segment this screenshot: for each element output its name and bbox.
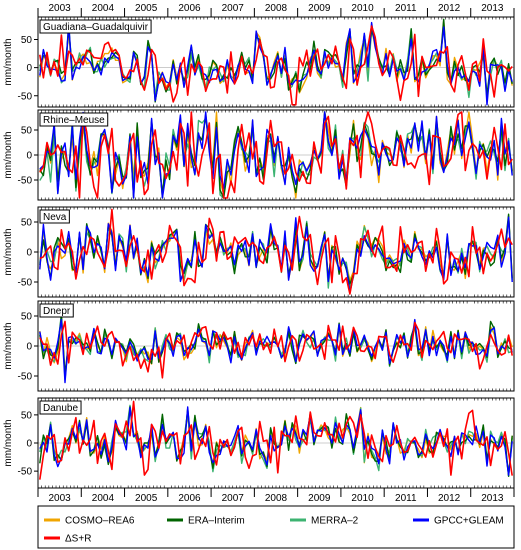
basin-label: Dnepr [43,306,71,317]
year-label: 2005 [135,493,158,504]
year-label: 2006 [178,493,201,504]
series-line-cosmo-rea6 [39,19,513,103]
year-label: 2007 [222,493,245,504]
year-label: 2004 [92,493,115,504]
y-tick-label: 0 [26,248,32,259]
year-label: 2007 [222,3,245,14]
basin-label-box [39,112,109,127]
basin-label-box [39,400,82,415]
legend-box [37,505,515,549]
year-label: 2004 [92,3,115,14]
year-label: 2013 [481,3,504,14]
y-tick-label: 50 [21,312,33,323]
y-axis-label: mm/month [3,322,14,369]
year-label: 2011 [395,493,417,504]
series-line--s-r [39,111,513,199]
legend-label-dsr: ΔS+R [65,534,91,545]
legend-label-merra: MERRA–2 [311,516,359,527]
year-label: 2011 [395,3,417,14]
year-label: 2012 [438,493,461,504]
year-label: 2010 [351,493,374,504]
series-line--s-r [39,25,513,106]
y-tick-label: 50 [21,126,33,137]
year-label: 2008 [265,3,288,14]
year-label: 2006 [178,3,201,14]
year-label: 2013 [481,493,504,504]
year-label: 2003 [49,3,72,14]
series-line--s-r [39,400,513,480]
y-tick-label: -50 [18,467,33,478]
y-tick-label: -50 [18,372,33,383]
y-tick-label: 50 [21,410,33,421]
y-axis-label: mm/month [3,38,14,85]
top-year-axis: 2003 2004 2005 2006 2007 2008 2009 2010 2011 2012… [37,3,515,17]
series-line-era-interim [39,314,513,375]
y-tick-label: 0 [26,342,32,353]
panels: -50 0 50 mm/month Guadiana–Guadalquivir -50 0 5… [3,16,515,489]
year-label: 2010 [351,3,374,14]
legend: COSMO–REA6 ERA–Interim MERRA–2 GPCC+GLEAM ΔS… [37,505,515,549]
basin-label: Danube [43,403,78,414]
series-line--s-r [39,208,513,295]
basin-label-box [39,19,152,34]
panel-4: -50 0 50 mm/month Danube [3,397,515,489]
year-label: 2005 [135,3,158,14]
series-line-gpcc-gleam [39,21,513,106]
year-label: 2003 [49,493,72,504]
basin-label: Rhine–Meuse [43,115,105,126]
basin-label-box [39,303,74,318]
series-line-gpcc-gleam [39,318,513,384]
year-label: 2009 [308,3,331,14]
panel-0: -50 0 50 mm/month Guadiana–Guadalquivir [3,16,515,108]
y-tick-label: -50 [18,278,33,289]
basin-label: Neva [43,212,67,223]
y-axis-label: mm/month [3,419,14,466]
year-label: 2009 [308,493,331,504]
y-tick-label: 0 [26,439,32,450]
y-tick-label: 50 [21,35,33,46]
y-tick-label: 50 [21,218,33,229]
series-line-gpcc-gleam [39,111,513,199]
y-tick-label: -50 [18,176,33,187]
y-axis-label: mm/month [3,131,14,178]
y-tick-label: -50 [18,91,33,102]
basin-label: Guadiana–Guadalquivir [43,22,149,33]
panel-3: -50 0 50 mm/month Dnepr [3,300,515,392]
legend-label-era: ERA–Interim [188,516,245,527]
y-tick-label: 0 [26,151,32,162]
panel-2: -50 0 50 mm/month Neva [3,206,515,298]
y-tick-label: 0 [26,63,32,74]
legend-label-gpcc: GPCC+GLEAM [434,516,504,527]
basin-label-box [39,209,70,224]
series-line--s-r [39,320,513,379]
year-label: 2012 [438,3,461,14]
bottom-year-axis: 2003 2004 2005 2006 2007 2008 2009 2010 2011 2012… [37,488,515,504]
year-label: 2008 [265,493,288,504]
panel-1: -50 0 50 mm/month Rhine–Meuse [3,109,515,201]
y-axis-label: mm/month [3,228,14,275]
legend-label-cosmo: COSMO–REA6 [65,516,135,527]
